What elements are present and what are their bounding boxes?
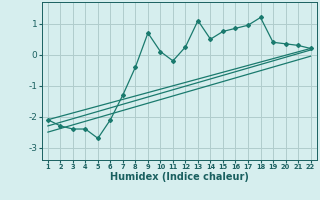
X-axis label: Humidex (Indice chaleur): Humidex (Indice chaleur) (110, 172, 249, 182)
